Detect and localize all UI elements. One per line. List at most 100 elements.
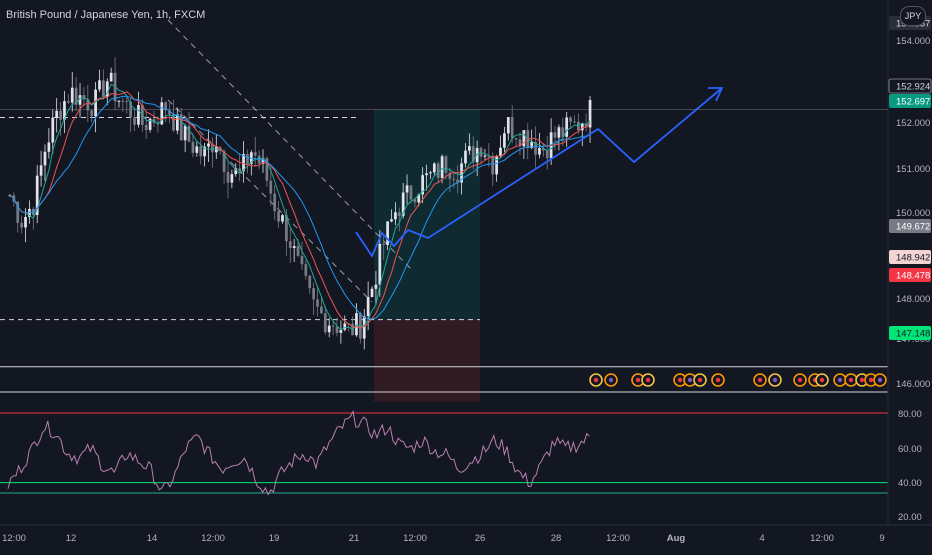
time-tick-label: 12:00 bbox=[403, 533, 427, 544]
price-label-text: 147.148 bbox=[896, 329, 930, 340]
candle-body bbox=[503, 133, 506, 148]
event-icons[interactable] bbox=[589, 373, 887, 387]
candle-body bbox=[98, 80, 101, 90]
candle-body bbox=[362, 316, 366, 339]
price-tick-label: 148.000 bbox=[896, 294, 930, 305]
candle-body bbox=[506, 117, 510, 134]
candle-body bbox=[300, 255, 304, 265]
time-tick-label: 12:00 bbox=[606, 533, 630, 544]
candle-body bbox=[214, 147, 218, 153]
candle-body bbox=[312, 288, 315, 300]
time-tick-label: 21 bbox=[349, 533, 360, 544]
candle-body bbox=[573, 121, 576, 123]
candle-body bbox=[285, 215, 288, 242]
rsi-tick-label: 20.00 bbox=[898, 512, 922, 523]
candle-body bbox=[55, 110, 59, 118]
channel-lower bbox=[167, 99, 373, 303]
candle-body bbox=[335, 326, 339, 333]
candle-body bbox=[545, 150, 549, 159]
candle-body bbox=[195, 146, 199, 153]
candle-body bbox=[78, 95, 82, 105]
candle-body bbox=[448, 172, 452, 179]
candle-body bbox=[288, 241, 292, 249]
event-icon-dot bbox=[697, 377, 703, 383]
candle-body bbox=[495, 156, 498, 175]
candle-body bbox=[86, 99, 90, 111]
candle-body bbox=[129, 101, 133, 118]
candle-body bbox=[557, 127, 561, 138]
price-label-tag bbox=[888, 78, 932, 94]
rsi-pane bbox=[0, 410, 888, 496]
event-icon-dot bbox=[635, 377, 641, 383]
candle-body bbox=[320, 306, 323, 314]
candle-body bbox=[203, 146, 206, 157]
projection-line bbox=[355, 87, 723, 258]
candle-body bbox=[207, 143, 210, 147]
event-icon-dot bbox=[593, 377, 599, 383]
candle-body bbox=[460, 163, 463, 183]
candle-body bbox=[94, 89, 97, 117]
candle-body bbox=[199, 146, 203, 157]
time-tick-label: 9 bbox=[879, 533, 884, 544]
candle-body bbox=[273, 193, 277, 212]
position-zones bbox=[374, 109, 480, 402]
time-tick-label: 12:00 bbox=[810, 533, 834, 544]
candle-body bbox=[253, 152, 257, 156]
candle-body bbox=[386, 221, 389, 245]
candle-body bbox=[121, 100, 125, 102]
price-tick-label: 154.000 bbox=[896, 36, 930, 47]
event-icon-dot bbox=[715, 377, 721, 383]
candle-body bbox=[265, 158, 269, 181]
time-tick-label: 12 bbox=[66, 533, 77, 544]
ma-mid-line bbox=[9, 91, 591, 329]
candle-body bbox=[172, 114, 175, 131]
candle-body bbox=[429, 172, 432, 174]
candle-body bbox=[234, 168, 238, 175]
trend-channels bbox=[167, 19, 413, 303]
time-axis[interactable]: 12:00 12 14 12:00 19 21 12:00 26 28 12:00 Aug 4 12:0… bbox=[0, 524, 932, 544]
candle-body bbox=[323, 313, 327, 333]
candle-body bbox=[105, 81, 109, 97]
candle-body bbox=[526, 130, 530, 148]
candle-body bbox=[316, 299, 319, 307]
event-icon-dot bbox=[868, 377, 874, 383]
price-axis[interactable]: 154.000152.000151.000150.000148.000147.0… bbox=[887, 0, 932, 525]
candle-body bbox=[175, 114, 179, 131]
candle-body bbox=[24, 216, 27, 228]
candle-body bbox=[561, 127, 565, 137]
candle-body bbox=[238, 168, 242, 172]
candle-body bbox=[168, 110, 171, 115]
candle-body bbox=[405, 185, 409, 193]
candle-body bbox=[66, 101, 70, 103]
rsi-tick-label: 60.00 bbox=[898, 444, 922, 455]
currency-badge[interactable]: JPY bbox=[900, 6, 926, 26]
candle-body bbox=[20, 222, 23, 228]
candle-body bbox=[541, 148, 545, 151]
event-icon-dot bbox=[837, 377, 843, 383]
price-tick-label: 146.000 bbox=[896, 379, 930, 390]
time-tick-label: 12:00 bbox=[201, 533, 225, 544]
candle-body bbox=[133, 117, 136, 125]
candle-body bbox=[90, 110, 94, 117]
candle-body bbox=[374, 284, 378, 289]
rsi-line bbox=[7, 410, 590, 496]
channel-upper bbox=[167, 19, 413, 271]
time-tick-label: 14 bbox=[147, 533, 158, 544]
projection-path bbox=[355, 87, 724, 258]
event-icon-dot bbox=[772, 377, 778, 383]
event-icon-dot bbox=[687, 377, 693, 383]
candle-body bbox=[269, 180, 273, 194]
candle-body bbox=[499, 147, 502, 157]
price-label-tag bbox=[889, 326, 931, 340]
candle-body bbox=[358, 313, 362, 339]
candle-body bbox=[308, 275, 312, 289]
event-icon-dot bbox=[819, 377, 825, 383]
candle-body bbox=[580, 123, 584, 131]
candle-body bbox=[514, 138, 518, 140]
candle-body bbox=[339, 329, 343, 333]
candle-body bbox=[47, 142, 51, 152]
candle-body bbox=[148, 118, 152, 130]
candle-body bbox=[211, 143, 214, 153]
candle-body bbox=[355, 313, 358, 336]
